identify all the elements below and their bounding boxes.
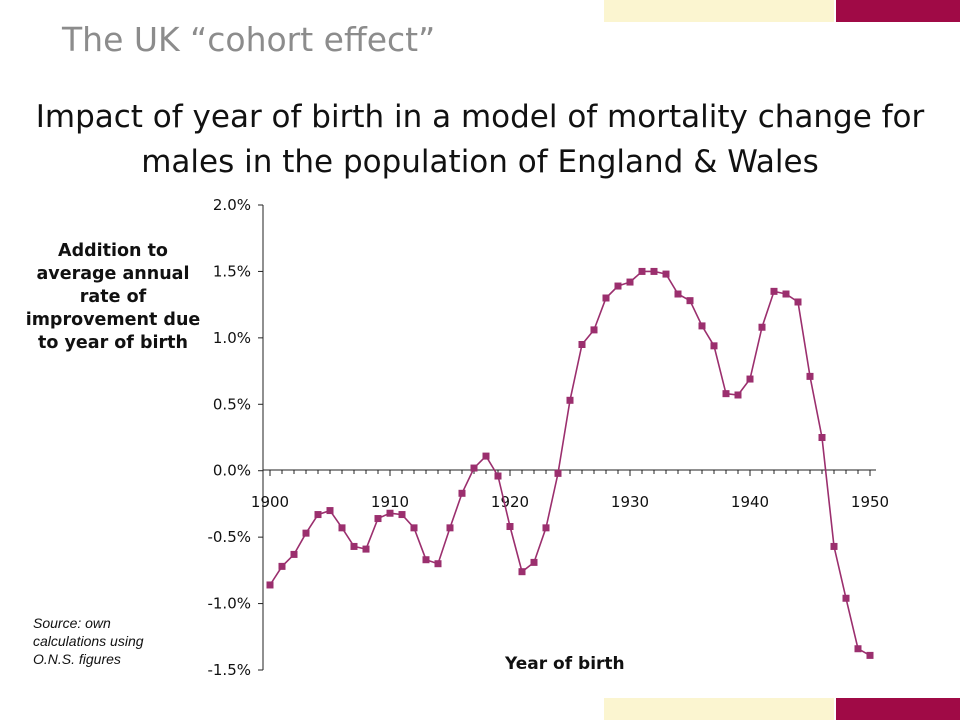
series-line bbox=[269, 270, 871, 657]
x-axis-label: Year of birth bbox=[505, 654, 625, 674]
data-point bbox=[362, 545, 370, 553]
data-point bbox=[602, 294, 610, 302]
y-tick-label: 0.0% bbox=[213, 462, 251, 480]
data-point bbox=[734, 391, 742, 399]
data-point bbox=[494, 472, 502, 480]
data-point bbox=[794, 298, 802, 306]
data-point bbox=[314, 511, 322, 519]
y-axis-label: Addition to average annual rate of impro… bbox=[25, 241, 201, 353]
y-tick-label: 1.5% bbox=[213, 262, 251, 280]
data-point bbox=[446, 524, 454, 532]
data-point bbox=[842, 594, 850, 602]
data-point bbox=[290, 550, 298, 558]
accent-bar-bottom-cream bbox=[604, 698, 834, 720]
data-point bbox=[818, 434, 826, 441]
x-tick-label: 1950 bbox=[851, 493, 889, 511]
data-point bbox=[410, 524, 418, 532]
data-point bbox=[326, 507, 334, 515]
data-point bbox=[866, 651, 874, 659]
x-tick-label: 1900 bbox=[251, 493, 289, 511]
data-point bbox=[566, 396, 574, 404]
data-point bbox=[542, 524, 550, 532]
x-tick-label: 1940 bbox=[731, 493, 769, 511]
data-point bbox=[266, 581, 274, 589]
data-point bbox=[686, 297, 694, 305]
accent-bar-bottom-maroon bbox=[836, 698, 960, 720]
data-point bbox=[278, 562, 286, 570]
data-point bbox=[398, 511, 406, 519]
x-tick-label: 1930 bbox=[611, 493, 649, 511]
data-point bbox=[674, 290, 682, 298]
data-point bbox=[590, 326, 598, 334]
data-point bbox=[554, 469, 562, 477]
y-tick-label: -1.5% bbox=[207, 661, 251, 679]
y-tick-label: 2.0% bbox=[213, 196, 251, 214]
accent-bar-top-cream bbox=[604, 0, 834, 22]
x-tick-label: 1920 bbox=[491, 493, 529, 511]
y-tick-label: -0.5% bbox=[207, 528, 251, 546]
data-point bbox=[302, 529, 310, 537]
data-point bbox=[638, 267, 646, 275]
data-point bbox=[422, 556, 430, 564]
data-point bbox=[626, 278, 634, 286]
data-point bbox=[506, 523, 514, 531]
data-point bbox=[434, 560, 442, 568]
data-point bbox=[518, 568, 526, 576]
data-point bbox=[530, 558, 538, 566]
source-note: Source: own calculations using O.N.S. fi… bbox=[33, 615, 144, 667]
data-point bbox=[698, 322, 706, 330]
y-tick-label: 1.0% bbox=[213, 329, 251, 347]
data-point bbox=[758, 323, 766, 331]
chart-title: Impact of year of birth in a model of mo… bbox=[35, 99, 925, 180]
data-point bbox=[782, 290, 790, 298]
slide-title: The UK “cohort effect” bbox=[62, 20, 436, 59]
accent-bar-top-maroon bbox=[836, 0, 960, 22]
data-point bbox=[662, 270, 670, 278]
data-point bbox=[650, 267, 658, 275]
data-point bbox=[458, 489, 466, 497]
data-point bbox=[470, 464, 478, 472]
data-point bbox=[482, 452, 490, 460]
data-point bbox=[374, 515, 382, 523]
data-point bbox=[722, 390, 730, 398]
x-tick-label: 1910 bbox=[371, 493, 409, 511]
data-point bbox=[830, 542, 838, 550]
data-point bbox=[746, 375, 754, 383]
data-point bbox=[338, 524, 346, 532]
y-tick-label: 0.5% bbox=[213, 395, 251, 413]
y-tick-label: -1.0% bbox=[207, 595, 251, 613]
data-point bbox=[854, 645, 862, 653]
data-point bbox=[770, 287, 778, 295]
data-point bbox=[350, 542, 358, 550]
data-point bbox=[578, 341, 586, 348]
data-point bbox=[710, 342, 718, 350]
data-point bbox=[386, 509, 394, 517]
data-point bbox=[614, 282, 622, 290]
data-point bbox=[806, 372, 814, 380]
